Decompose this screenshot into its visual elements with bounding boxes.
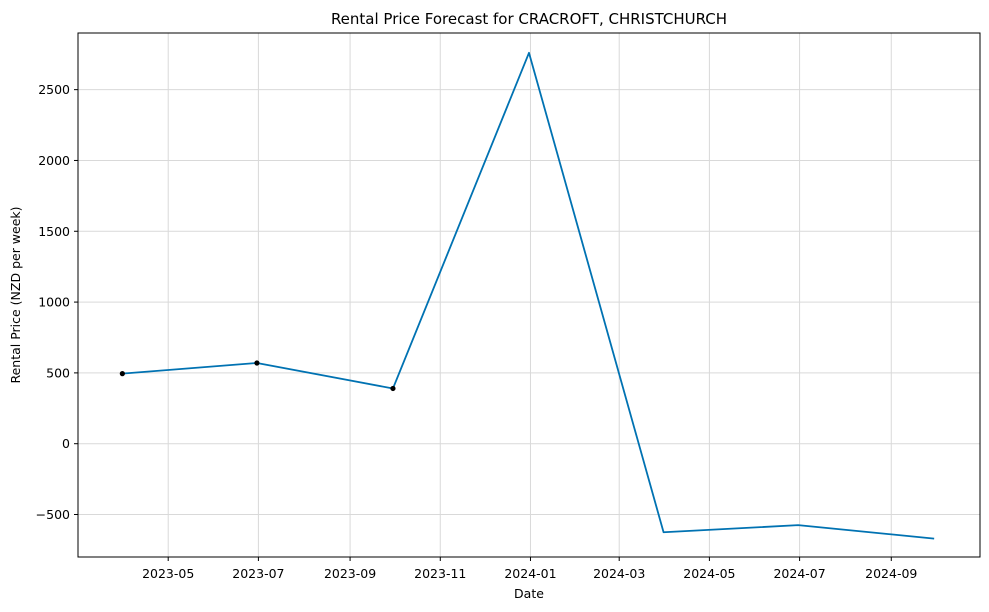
y-axis-ticks: −500 0 500 1000 1500 2000 2500: [36, 82, 78, 522]
y-tick-label: −500: [36, 507, 70, 522]
observed-point: [390, 385, 396, 392]
x-tick-label: 2023-05: [142, 566, 194, 581]
observed-points-layer: [119, 360, 396, 392]
grid: [78, 33, 980, 557]
observed-point: [254, 360, 260, 366]
x-tick-label: 2023-09: [324, 566, 376, 581]
chart-title: Rental Price Forecast for CRACROFT, CHRI…: [331, 10, 727, 28]
forecast-line: [122, 51, 935, 540]
x-tick-label: 2023-11: [414, 566, 466, 581]
x-tick-label: 2024-01: [504, 566, 556, 581]
x-axis-ticks: 2023-05 2023-07 2023-09 2023-11 2024-01 2024-…: [142, 557, 917, 581]
forecast-layer: [122, 51, 935, 540]
y-tick-label: 0: [62, 436, 70, 451]
y-tick-label: 2500: [38, 82, 70, 97]
x-axis-label: Date: [514, 586, 544, 601]
y-tick-label: 1000: [38, 295, 70, 310]
x-tick-label: 2024-07: [773, 566, 825, 581]
x-tick-label: 2023-07: [232, 566, 284, 581]
x-tick-label: 2024-05: [683, 566, 735, 581]
y-tick-label: 2000: [38, 153, 70, 168]
x-tick-label: 2024-03: [593, 566, 645, 581]
observed-point: [119, 371, 125, 377]
plot-frame: [77, 32, 981, 558]
y-tick-label: 500: [46, 365, 70, 380]
x-tick-label: 2024-09: [865, 566, 917, 581]
y-tick-label: 1500: [38, 224, 70, 239]
y-axis-label: Rental Price (NZD per week): [8, 206, 23, 383]
